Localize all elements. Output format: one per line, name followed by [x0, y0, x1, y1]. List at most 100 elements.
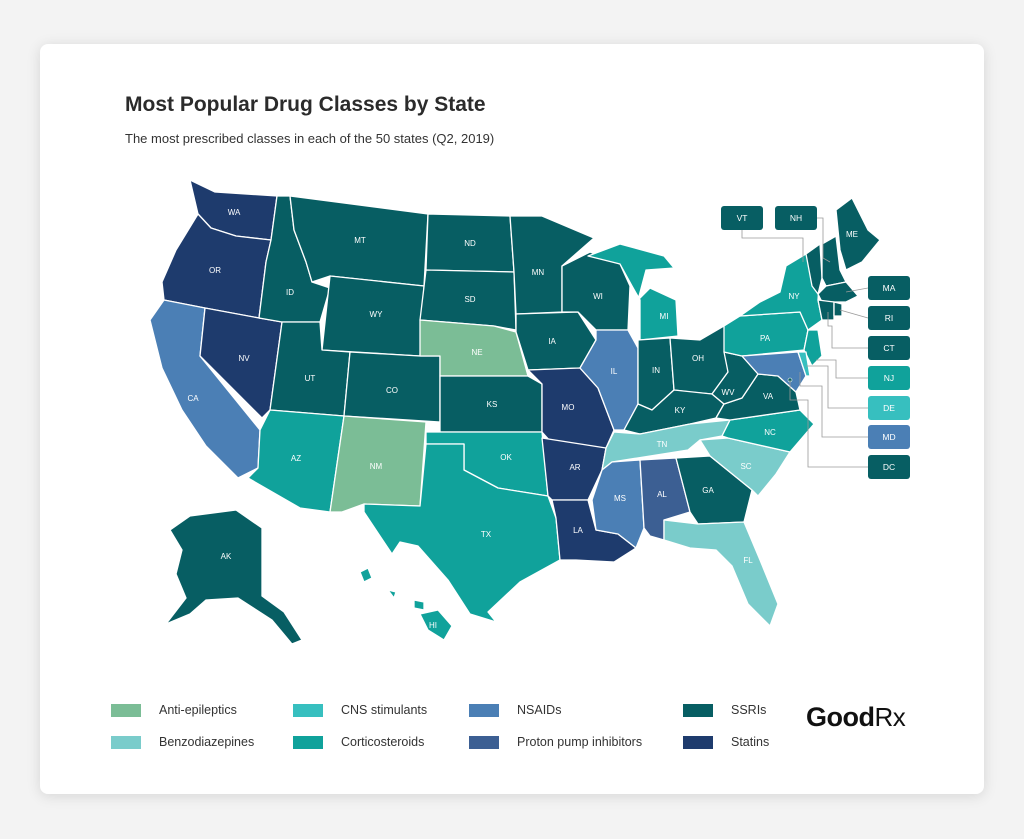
state-label-nc: NC [764, 428, 776, 437]
state-label-hi: HI [429, 621, 437, 630]
state-label-ny: NY [788, 292, 800, 301]
callout-label-md: MD [882, 432, 895, 442]
callout-line-ma [845, 287, 869, 293]
state-label-ak: AK [221, 552, 232, 561]
legend-item: Benzodiazepines [111, 734, 254, 750]
state-label-co: CO [386, 386, 398, 395]
legend-label: SSRIs [731, 703, 767, 717]
state-sd [419, 269, 517, 331]
legend-item: NSAIDs [469, 702, 561, 718]
callout-label-ma: MA [883, 283, 896, 293]
callout-box-ct [868, 336, 910, 360]
state-label-fl: FL [743, 556, 753, 565]
legend-label: Corticosteroids [341, 735, 425, 749]
state-de [797, 351, 811, 377]
state-label-va: VA [763, 392, 774, 401]
state-label-in: IN [652, 366, 660, 375]
state-vt [805, 243, 823, 295]
callout-box-ri [868, 306, 910, 330]
state-hi [359, 567, 453, 641]
state-ma [817, 281, 859, 303]
legend-label: Benzodiazepines [159, 735, 255, 749]
state-label-az: AZ [291, 454, 301, 463]
state-label-la: LA [573, 526, 583, 535]
logo-brand: Good [806, 702, 875, 732]
callout-box-md [868, 425, 910, 449]
legend-label: CNS stimulants [341, 703, 428, 717]
callout-box-nh [775, 206, 817, 230]
state-label-mt: MT [354, 236, 366, 245]
state-label-ut: UT [305, 374, 316, 383]
legend-swatch [111, 703, 141, 717]
legend-label: Anti-epileptics [159, 703, 237, 717]
state-la [551, 499, 637, 563]
state-label-pa: PA [760, 334, 771, 343]
state-label-wy: WY [370, 310, 384, 319]
legend-item: Proton pump inhibitors [469, 734, 642, 750]
state-label-ia: IA [548, 337, 556, 346]
legend-swatch [683, 703, 713, 717]
legend-swatch [683, 735, 713, 749]
callout-label-nj: NJ [884, 373, 894, 383]
legend-label: Proton pump inhibitors [517, 735, 643, 749]
legend-item: SSRIs [683, 702, 766, 718]
callout-line-vt [741, 230, 804, 262]
state-mi [587, 243, 679, 341]
legend-swatch [293, 735, 323, 749]
state-label-tn: TN [657, 440, 668, 449]
legend-swatch [111, 735, 141, 749]
callout-label-dc: DC [883, 462, 895, 472]
legend-label: NSAIDs [517, 703, 562, 717]
legend-swatch [293, 703, 323, 717]
state-label-nm: NM [370, 462, 383, 471]
state-tx [363, 443, 561, 623]
state-label-wi: WI [593, 292, 603, 301]
callout-box-ma [868, 276, 910, 300]
state-fl [663, 519, 779, 627]
callout-line-nj [816, 359, 868, 379]
state-ct [817, 299, 835, 321]
state-label-ca: CA [187, 394, 199, 403]
callout-line-ri [839, 309, 869, 319]
state-label-sd: SD [464, 295, 475, 304]
callout-box-de [868, 396, 910, 420]
state-label-ms: MS [614, 494, 626, 503]
state-label-mi: MI [660, 312, 669, 321]
state-label-ar: AR [569, 463, 580, 472]
state-label-nd: ND [464, 239, 476, 248]
callout-line-dc [789, 380, 868, 468]
goodrx-logo: GoodRx [806, 702, 906, 733]
state-label-wv: WV [722, 388, 736, 397]
state-label-il: IL [611, 367, 618, 376]
callout-box-vt [721, 206, 763, 230]
state-label-ks: KS [487, 400, 498, 409]
state-il [579, 329, 639, 431]
legend-swatch [469, 735, 499, 749]
callout-label-vt: VT [737, 213, 748, 223]
legend-label: Statins [731, 735, 770, 749]
state-label-ga: GA [702, 486, 714, 495]
state-label-wa: WA [228, 208, 241, 217]
state-label-al: AL [657, 490, 667, 499]
page-subtitle: The most prescribed classes in each of t… [125, 131, 495, 146]
state-nj [803, 329, 823, 367]
state-label-or: OR [209, 266, 221, 275]
state-label-sc: SC [740, 462, 751, 471]
state-me [835, 197, 881, 271]
callout-box-dc [868, 455, 910, 479]
legend-item: CNS stimulants [293, 702, 427, 718]
legend-swatch [469, 703, 499, 717]
callout-label-de: DE [883, 403, 895, 413]
state-ak [165, 509, 303, 645]
legend-item: Statins [683, 734, 769, 750]
callout-label-ri: RI [885, 313, 894, 323]
state-ri [833, 301, 843, 317]
state-label-nv: NV [238, 354, 250, 363]
callout-label-ct: CT [883, 343, 894, 353]
state-label-id: ID [286, 288, 294, 297]
legend-item: Corticosteroids [293, 734, 424, 750]
logo-suffix: Rx [874, 702, 906, 732]
callout-line-md [799, 372, 868, 438]
state-label-tx: TX [481, 530, 492, 539]
